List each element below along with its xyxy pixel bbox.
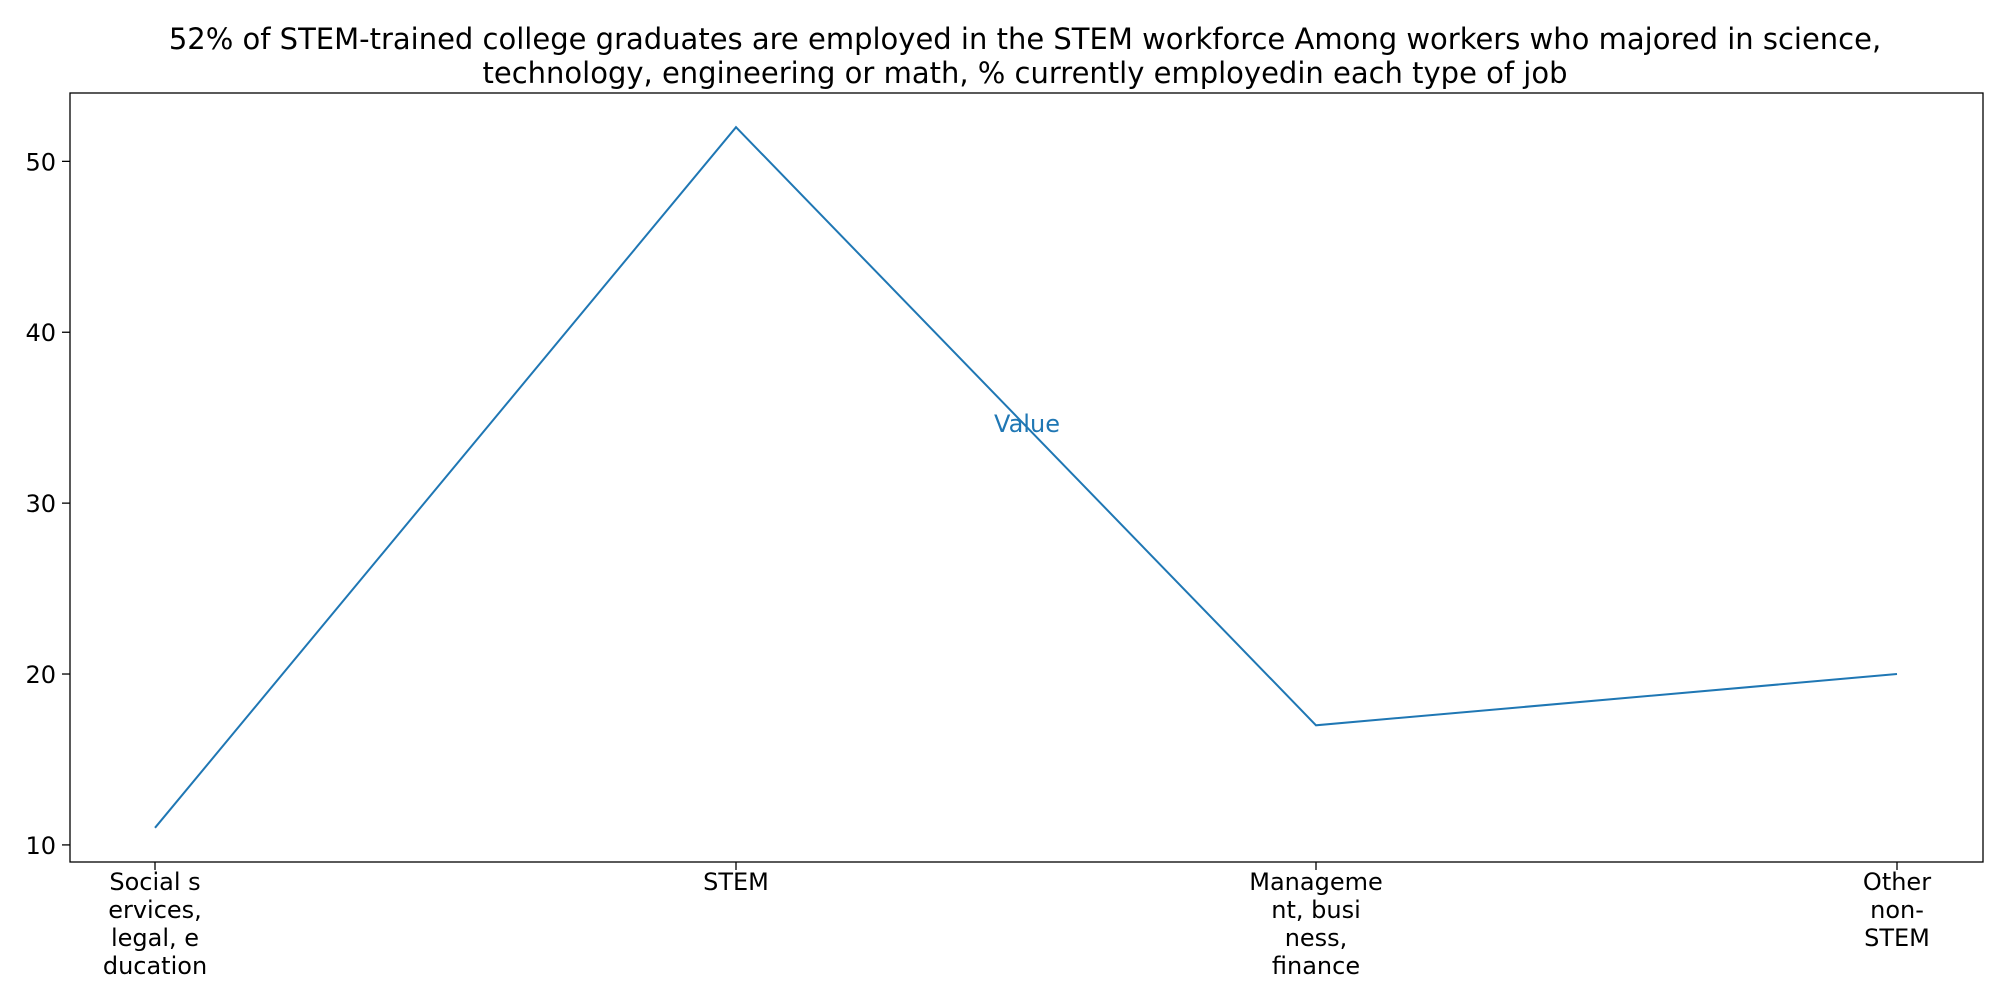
x-tick-label-line: Manageme <box>1249 868 1382 896</box>
x-tick-label-line: ervices, <box>108 896 202 924</box>
chart-title-line: technology, engineering or math, % curre… <box>482 56 1567 90</box>
x-tick-label-line: Social s <box>109 868 200 896</box>
x-tick-label-line: ducation <box>103 952 207 980</box>
x-tick-label-line: finance <box>1272 952 1360 980</box>
chart-title: 52% of STEM-trained college graduates ar… <box>169 22 1881 90</box>
series-line <box>154 125 1898 829</box>
plot-area-frame <box>69 92 1984 863</box>
series-label: Value <box>994 410 1060 438</box>
x-tick-label-line: legal, e <box>111 924 199 952</box>
y-tick-label: 50 <box>25 148 56 176</box>
y-tick-label: 40 <box>25 319 56 347</box>
x-tick-label-line: STEM <box>1864 924 1930 952</box>
y-tick-label: 10 <box>25 832 56 860</box>
series-group: Value <box>154 125 1898 829</box>
y-axis: 10 20 30 40 50 <box>25 148 70 860</box>
y-tick-label: 30 <box>25 490 56 518</box>
x-tick-label-line: ness, <box>1285 924 1348 952</box>
x-tick-label-line: Other <box>1863 868 1931 896</box>
x-tick-label: STEM <box>703 868 769 896</box>
x-tick-label-line: STEM <box>703 868 769 896</box>
x-tick-label-line: non- <box>1870 896 1924 924</box>
y-tick-label: 20 <box>25 661 56 689</box>
chart-title-line: 52% of STEM-trained college graduates ar… <box>169 22 1881 56</box>
x-tick-label-line: nt, busi <box>1271 896 1361 924</box>
